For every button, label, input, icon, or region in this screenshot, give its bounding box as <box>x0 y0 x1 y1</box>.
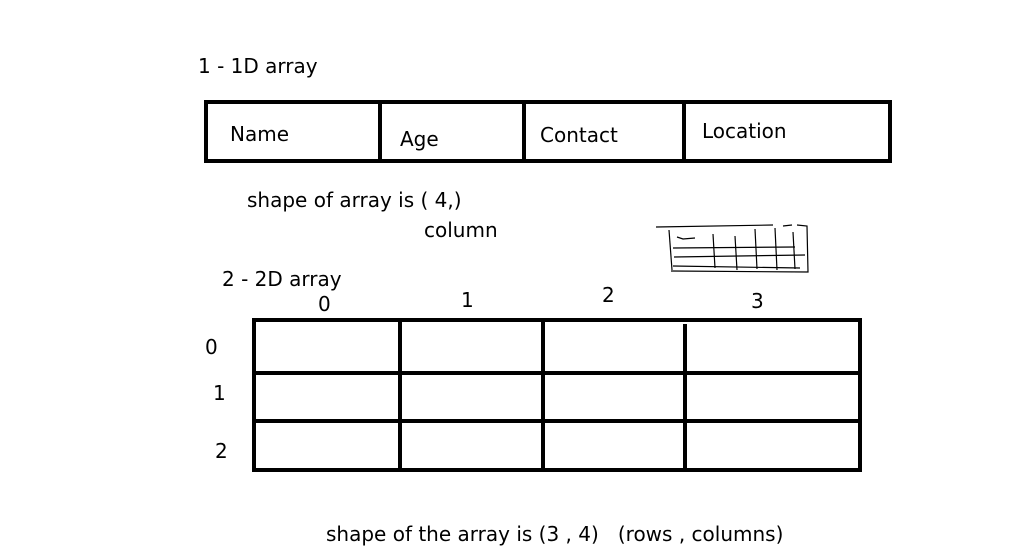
heading-2d-array: 2 - 2D array <box>222 267 342 291</box>
column-index-1: 1 <box>461 288 474 312</box>
row-index-1: 1 <box>213 381 226 405</box>
array-1d-cell-label: Name <box>230 122 290 146</box>
array-1d-divider <box>522 100 526 163</box>
row-index-2: 2 <box>215 439 228 463</box>
column-index-3: 3 <box>751 289 764 313</box>
column-index-2: 2 <box>602 283 615 307</box>
array-1d-cell-age: Age <box>382 104 522 159</box>
array-1d-divider <box>378 100 382 163</box>
array-1d-cell-name: Name <box>208 104 378 159</box>
array-1d-cell-location: Location <box>686 104 888 159</box>
array-1d-divider <box>682 100 686 163</box>
array-1d-cell-label: Age <box>400 127 439 151</box>
shape-1d-text: shape of array is ( 4,) <box>247 188 462 212</box>
grid-row-divider <box>252 419 862 423</box>
grid-row-divider <box>252 371 862 375</box>
shape-2d-text: shape of the array is (3 , 4) (rows , co… <box>326 522 784 546</box>
column-index-0: 0 <box>318 292 331 316</box>
array-1d-cell-contact: Contact <box>526 104 682 159</box>
grid-column-divider <box>398 318 402 472</box>
row-index-0: 0 <box>205 335 218 359</box>
array-1d-cell-label: Contact <box>540 123 618 147</box>
grid-column-divider <box>683 324 687 472</box>
array-sketch-icon <box>655 224 809 273</box>
array-1d-cell-label: Location <box>702 119 787 143</box>
array-2d-grid <box>252 318 862 472</box>
shape-1d-axis-label: column <box>424 218 498 242</box>
grid-column-divider <box>541 318 545 472</box>
heading-1d-array: 1 - 1D array <box>198 54 318 78</box>
array-1d-table: Name Age Contact Location <box>204 100 892 163</box>
